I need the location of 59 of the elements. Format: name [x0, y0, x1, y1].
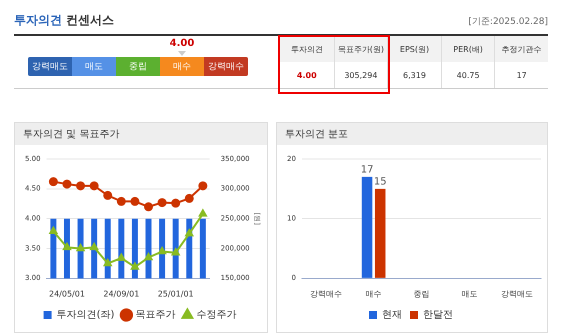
- legend-label: 한달전: [423, 310, 453, 321]
- x-tick-label: 강력매도: [501, 289, 534, 298]
- point: [62, 180, 72, 189]
- point: [103, 190, 112, 200]
- point: [76, 244, 85, 252]
- text: 6,319: [387, 62, 441, 88]
- point: [185, 229, 194, 236]
- category-label: 강력매도: [28, 57, 72, 76]
- text: EPS(원): [387, 36, 441, 62]
- chart-title: 투자의견 및 목표주가: [15, 123, 267, 145]
- legend-label: 현재: [382, 310, 402, 321]
- point: [144, 253, 153, 260]
- point: [117, 254, 126, 261]
- point: [130, 196, 140, 206]
- text: 추정기관수: [494, 36, 548, 62]
- text: 40.75: [440, 62, 494, 88]
- x-tick-label: 24/09/01: [103, 289, 140, 298]
- data-label: 15: [374, 176, 387, 188]
- point: [62, 242, 71, 250]
- text: 4.00: [296, 70, 317, 80]
- x-tick-label: 중립: [413, 289, 430, 298]
- x-tick-label: 매도: [461, 289, 478, 298]
- x-tick-label: 25/01/01: [158, 289, 194, 298]
- point: [48, 177, 58, 186]
- text: 목표주가(원): [334, 36, 388, 62]
- category-label: 매수: [160, 57, 204, 76]
- category-label: 중립: [116, 57, 160, 76]
- point: [198, 181, 208, 190]
- x-tick-label: 강력매수: [310, 289, 342, 298]
- point: [184, 194, 194, 203]
- point: [90, 242, 98, 250]
- text: 투자의견: [280, 36, 334, 62]
- point: [104, 258, 112, 266]
- text: 투자의견 컨센서스: [14, 12, 114, 29]
- chart-title: 투자의견 분포: [277, 123, 547, 145]
- legend-label: 목표주가: [135, 310, 176, 321]
- category-label: 매도: [72, 57, 116, 76]
- text: 4.00: [168, 38, 196, 49]
- point: [76, 181, 86, 190]
- x-tick-label: 24/05/01: [49, 289, 85, 298]
- legend-label: 투자의견(좌): [56, 310, 114, 321]
- point: [49, 226, 58, 234]
- point: [172, 248, 180, 256]
- point: [116, 196, 126, 206]
- category-label: 강력매수: [204, 57, 248, 76]
- data-label: 17: [360, 164, 374, 176]
- point: [130, 262, 139, 270]
- point: [144, 202, 154, 212]
- x-tick-label: 매수: [366, 289, 382, 298]
- point: [90, 181, 99, 190]
- text: PER(배): [440, 36, 494, 62]
- point: [171, 198, 180, 208]
- legend-label: 수정주가: [196, 310, 236, 321]
- point: [158, 198, 167, 208]
- point: [198, 209, 207, 217]
- text: [기준:2025.02.28]: [468, 16, 548, 28]
- point: [158, 247, 166, 254]
- text: 17: [494, 62, 548, 88]
- text: 305,294: [334, 62, 388, 88]
